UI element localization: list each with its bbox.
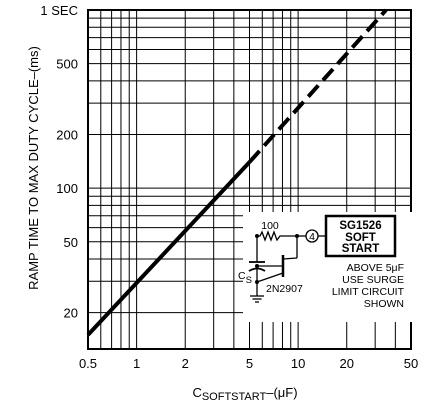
x-tick-label: 10 bbox=[291, 356, 305, 371]
y-tick-label: 20 bbox=[64, 306, 78, 321]
series-layer bbox=[86, 8, 388, 337]
y-tick-label: 200 bbox=[56, 128, 78, 143]
note-line-2: USE SURGE bbox=[342, 274, 404, 286]
pin-number: 4 bbox=[309, 231, 315, 243]
node-dot-emitter bbox=[255, 280, 259, 284]
x-tick-label: 0.5 bbox=[79, 356, 97, 371]
y-tick-label: 500 bbox=[56, 57, 78, 72]
box-line-3: START bbox=[342, 243, 379, 255]
note-line-3: LIMIT CIRCUIT bbox=[332, 286, 405, 298]
y-axis-title: RAMP TIME TO MAX DUTY CYCLE–(ms) bbox=[26, 46, 41, 290]
inset-circuit: SG1526 SOFT START 4 100 CS 2N2907 AB bbox=[238, 212, 413, 322]
y-tick-label: 50 bbox=[64, 235, 78, 250]
resistor-label: 100 bbox=[261, 220, 279, 232]
resistor-symbol bbox=[257, 230, 297, 242]
plot-frame bbox=[87, 9, 412, 350]
y-tick-label: 1 SEC bbox=[40, 3, 78, 18]
x-axis-title-prefix: C bbox=[192, 385, 201, 400]
transistor-emitter bbox=[256, 272, 284, 283]
series-line-dashed bbox=[248, 8, 388, 164]
node-dot-base bbox=[255, 264, 259, 268]
note-line-1: ABOVE 5μF bbox=[347, 262, 404, 274]
x-tick-label: 20 bbox=[339, 356, 353, 371]
tick-labels: 0.5 1 2 5 10 20 50 20 50 100 200 500 1 SEC bbox=[40, 3, 418, 371]
box-line-1: SG1526 bbox=[339, 220, 381, 232]
x-axis-title: CSOFTSTART–(μF) bbox=[192, 385, 297, 403]
transistor-collector bbox=[282, 257, 298, 260]
x-tick-label: 2 bbox=[182, 356, 189, 371]
x-tick-label: 5 bbox=[246, 356, 253, 371]
x-tick-label: 50 bbox=[404, 356, 418, 371]
cap-label: CS bbox=[238, 270, 252, 286]
x-axis-title-units: –(μF) bbox=[266, 385, 297, 400]
x-axis-title-subscript: SOFTSTART bbox=[202, 391, 267, 403]
note-line-4: SHOWN bbox=[364, 298, 404, 310]
y-tick-label: 100 bbox=[56, 181, 78, 196]
transistor-label: 2N2907 bbox=[266, 283, 303, 295]
soft-start-box bbox=[324, 214, 397, 258]
series-line-solid bbox=[86, 160, 251, 337]
box-line-2: SOFT bbox=[345, 232, 376, 244]
x-tick-label: 1 bbox=[133, 356, 140, 371]
cap-plate-bottom bbox=[248, 267, 266, 272]
